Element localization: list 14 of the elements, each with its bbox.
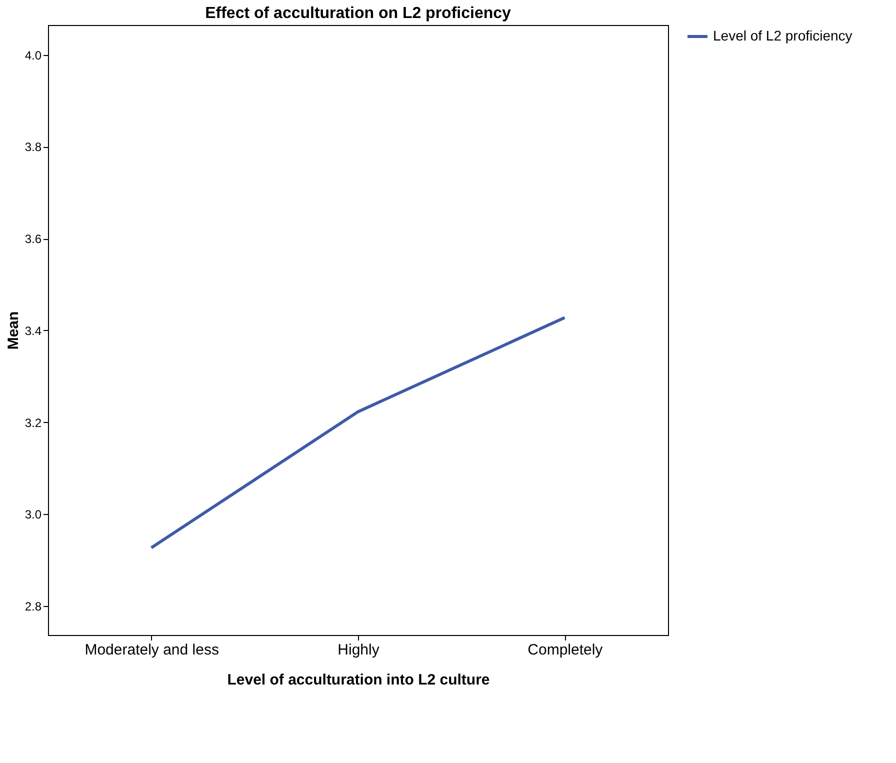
x-tick-label: Completely xyxy=(528,642,604,658)
legend-label: Level of L2 proficiency xyxy=(713,28,852,44)
y-axis-title: Mean xyxy=(4,311,22,350)
y-tick-label: 3.6 xyxy=(24,232,42,246)
x-tick-label: Moderately and less xyxy=(84,642,219,658)
chart-title: Effect of acculturation on L2 proficiency xyxy=(205,5,512,22)
x-tick-label: Highly xyxy=(338,642,380,658)
y-tick-label: 3.4 xyxy=(24,324,42,338)
y-tick-label: 2.8 xyxy=(24,600,42,614)
y-tick-label: 3.8 xyxy=(24,140,42,154)
x-axis-title: Level of acculturation into L2 culture xyxy=(227,672,490,688)
y-tick-label: 3.0 xyxy=(24,508,42,522)
y-tick-label: 4.0 xyxy=(24,48,42,62)
y-tick-label: 3.2 xyxy=(24,416,42,430)
